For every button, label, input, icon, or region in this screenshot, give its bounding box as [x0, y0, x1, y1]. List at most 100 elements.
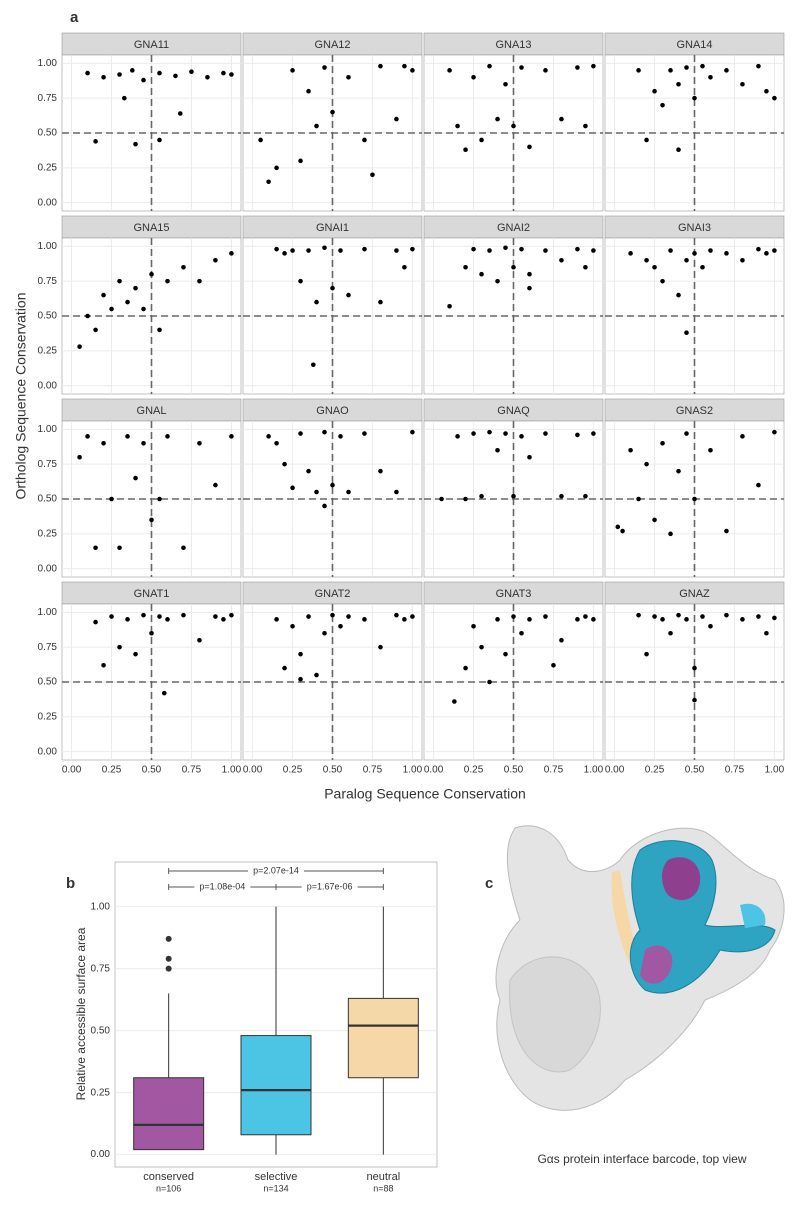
x-tick-label: 0.50 [142, 765, 162, 776]
point [165, 278, 170, 284]
point [660, 102, 665, 108]
point [346, 292, 351, 298]
point [149, 630, 154, 636]
y-tick-label: 1.00 [38, 241, 58, 252]
x-tick-label: 0.25 [464, 765, 484, 776]
point [306, 614, 311, 619]
point [575, 617, 580, 622]
x-tick-label: selective [255, 1171, 298, 1183]
point [133, 285, 138, 291]
point [660, 617, 665, 622]
point [314, 672, 319, 678]
y-tick-label: 0.00 [38, 746, 58, 757]
point [141, 440, 146, 446]
y-tick-label: 0.50 [38, 311, 58, 322]
point [644, 137, 649, 143]
point [495, 116, 500, 122]
point [724, 68, 729, 73]
point [362, 431, 367, 436]
point [503, 245, 508, 251]
point [274, 440, 279, 446]
protein-surface [495, 825, 785, 1111]
point [676, 612, 681, 618]
point [463, 264, 468, 270]
point [764, 630, 769, 636]
point [130, 68, 135, 73]
y-tick-label: 0.75 [38, 642, 58, 653]
count-label: n=134 [263, 1183, 288, 1193]
point [455, 434, 460, 439]
point [756, 614, 761, 619]
point [229, 72, 234, 77]
point [101, 440, 106, 446]
x-tick-label: 0.75 [725, 765, 745, 776]
point [93, 139, 98, 144]
point [615, 524, 621, 530]
y-tick-label: 0.25 [38, 528, 58, 539]
point [85, 70, 90, 76]
point [452, 699, 457, 704]
point [306, 248, 311, 253]
facet-title: GNAZ [679, 588, 710, 600]
point [668, 531, 673, 537]
point [583, 493, 588, 499]
point [85, 434, 90, 439]
point [692, 496, 697, 502]
y-tick-label: 1.00 [38, 424, 58, 435]
point [394, 116, 399, 122]
point [676, 81, 681, 87]
x-tick-label: 1.00 [765, 765, 785, 776]
point [117, 278, 122, 284]
x-tick-label: 0.75 [363, 765, 383, 776]
point [479, 137, 484, 143]
point [684, 431, 689, 436]
point [636, 68, 641, 73]
point [740, 257, 745, 263]
p-value: p=1.08e-04 [199, 881, 245, 891]
y-tick-label: 1.00 [38, 607, 58, 618]
x-tick-label: neutral [367, 1171, 401, 1183]
point [463, 496, 468, 502]
point [322, 65, 327, 70]
point [306, 468, 311, 474]
point [479, 644, 484, 650]
point [676, 292, 681, 298]
caption: Gαs protein interface barcode, top view [537, 1152, 746, 1166]
point [165, 617, 170, 622]
point [181, 264, 186, 270]
point [487, 429, 492, 435]
y-tick-label: 0.50 [38, 677, 58, 688]
point [338, 434, 343, 439]
x-tick-label: 0.25 [645, 765, 665, 776]
point [543, 614, 548, 619]
point [692, 665, 697, 671]
panel-label: a [70, 9, 79, 26]
point [290, 68, 295, 73]
x-tick-label: 1.00 [584, 765, 604, 776]
point [495, 617, 500, 622]
point [471, 246, 476, 252]
point [173, 73, 178, 79]
count-label: n=88 [373, 1183, 393, 1193]
y-tick-label: 0.00 [38, 197, 58, 208]
point [527, 285, 532, 291]
point [117, 545, 122, 551]
point [346, 74, 351, 80]
point [519, 246, 524, 252]
y-tick-label: 0.75 [91, 963, 111, 974]
facet-title: GNAI1 [316, 222, 349, 234]
point [370, 172, 375, 178]
facet-title: GNAS2 [676, 405, 713, 417]
point [213, 257, 218, 263]
point [101, 74, 106, 80]
point [362, 246, 367, 252]
x-tick-label: 0.25 [102, 765, 122, 776]
point [330, 109, 335, 115]
point [471, 74, 476, 80]
point [487, 63, 492, 69]
y-tick-label: 0.25 [38, 711, 58, 722]
point [205, 74, 210, 80]
point [495, 278, 500, 284]
y-tick-label: 0.50 [38, 128, 58, 139]
point [463, 665, 468, 671]
